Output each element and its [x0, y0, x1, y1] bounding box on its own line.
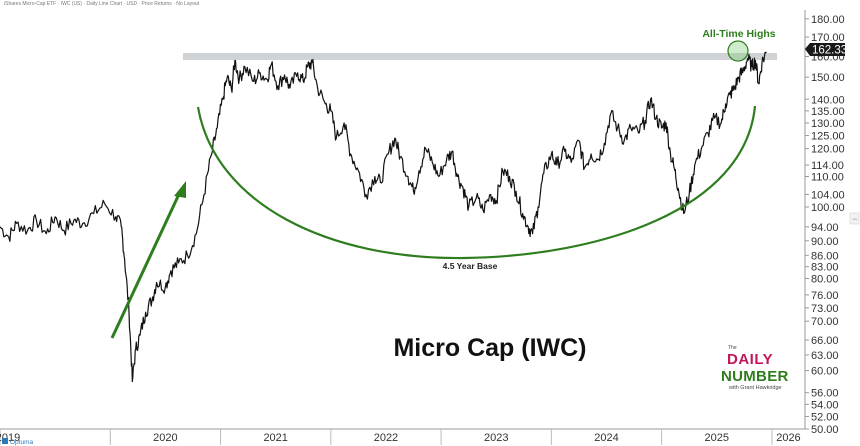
- y-tick-label: 180.00: [811, 14, 845, 26]
- last-value-label: 162.33: [805, 43, 847, 57]
- svg-text:The: The: [728, 345, 737, 351]
- x-tick-label: 2026: [776, 432, 800, 444]
- y-tick-label: 66.00: [811, 335, 839, 347]
- x-tick-label: 2021: [263, 432, 287, 444]
- svg-text:Optuma: Optuma: [10, 439, 34, 446]
- y-tick-label: 140.00: [811, 94, 845, 106]
- optuma-brand: Optuma: [2, 438, 34, 446]
- x-axis-ticks: 20192020202120222023202420252026: [0, 429, 801, 445]
- ath-annotation: All-Time Highs: [702, 28, 775, 40]
- last-value-text: 162.33: [812, 45, 847, 57]
- y-tick-label: 86.00: [811, 250, 839, 262]
- ath-circle: [727, 40, 749, 62]
- svg-text:NUMBER: NUMBER: [721, 368, 789, 385]
- y-tick-label: 100.00: [811, 202, 845, 214]
- y-tick-label: 83.00: [811, 262, 839, 274]
- base-arc: [196, 105, 757, 260]
- y-tick-label: 54.00: [811, 399, 839, 411]
- y-axis-ticks: 180.00170.00160.00150.00140.00135.00130.…: [805, 14, 845, 436]
- y-tick-label: 120.00: [811, 144, 845, 156]
- y-tick-label: 114.00: [811, 160, 844, 172]
- y-tick-label: 135.00: [811, 106, 845, 118]
- svg-text:⇔: ⇔: [852, 216, 859, 223]
- x-tick-label: 2022: [374, 432, 398, 444]
- price-line: [0, 51, 767, 383]
- y-tick-label: 130.00: [811, 118, 845, 130]
- y-tick-label: 150.00: [811, 72, 845, 84]
- y-tick-label: 170.00: [811, 32, 845, 44]
- x-tick-label: 2023: [484, 432, 508, 444]
- daily-number-logo: The DAILY NUMBER with Grant Hawkridge: [721, 345, 789, 391]
- y-tick-label: 90.00: [811, 236, 839, 248]
- chart-title: Micro Cap (IWC): [393, 334, 586, 362]
- x-tick-label: 2025: [705, 432, 729, 444]
- resistance-band: [183, 52, 777, 60]
- y-tick-label: 63.00: [811, 350, 839, 362]
- plot-area: [0, 10, 805, 429]
- y-tick-label: 50.00: [811, 424, 839, 436]
- y-tick-label: 125.00: [811, 131, 845, 143]
- y-tick-label: 70.00: [811, 316, 839, 328]
- panel-expand-handle[interactable]: ⇔: [849, 212, 860, 225]
- y-tick-label: 110.00: [811, 171, 844, 183]
- chart-header-text: iShares Micro-Cap ETF · IWC (US) · Daily…: [4, 1, 200, 7]
- y-tick-label: 80.00: [811, 273, 839, 285]
- y-tick-label: 104.00: [811, 189, 845, 201]
- uptrend-arrow: [110, 181, 186, 339]
- y-tick-label: 60.00: [811, 366, 839, 378]
- svg-text:with Grant Hawkridge: with Grant Hawkridge: [728, 385, 782, 391]
- y-tick-label: 76.00: [811, 290, 839, 302]
- x-tick-label: 2024: [594, 432, 618, 444]
- y-tick-label: 52.00: [811, 411, 839, 423]
- y-tick-label: 56.00: [811, 388, 839, 400]
- svg-text:DAILY: DAILY: [727, 351, 773, 368]
- y-tick-label: 73.00: [811, 303, 839, 315]
- x-tick-label: 2020: [153, 432, 177, 444]
- base-annotation: 4.5 Year Base: [443, 261, 498, 271]
- y-tick-label: 94.00: [811, 222, 839, 234]
